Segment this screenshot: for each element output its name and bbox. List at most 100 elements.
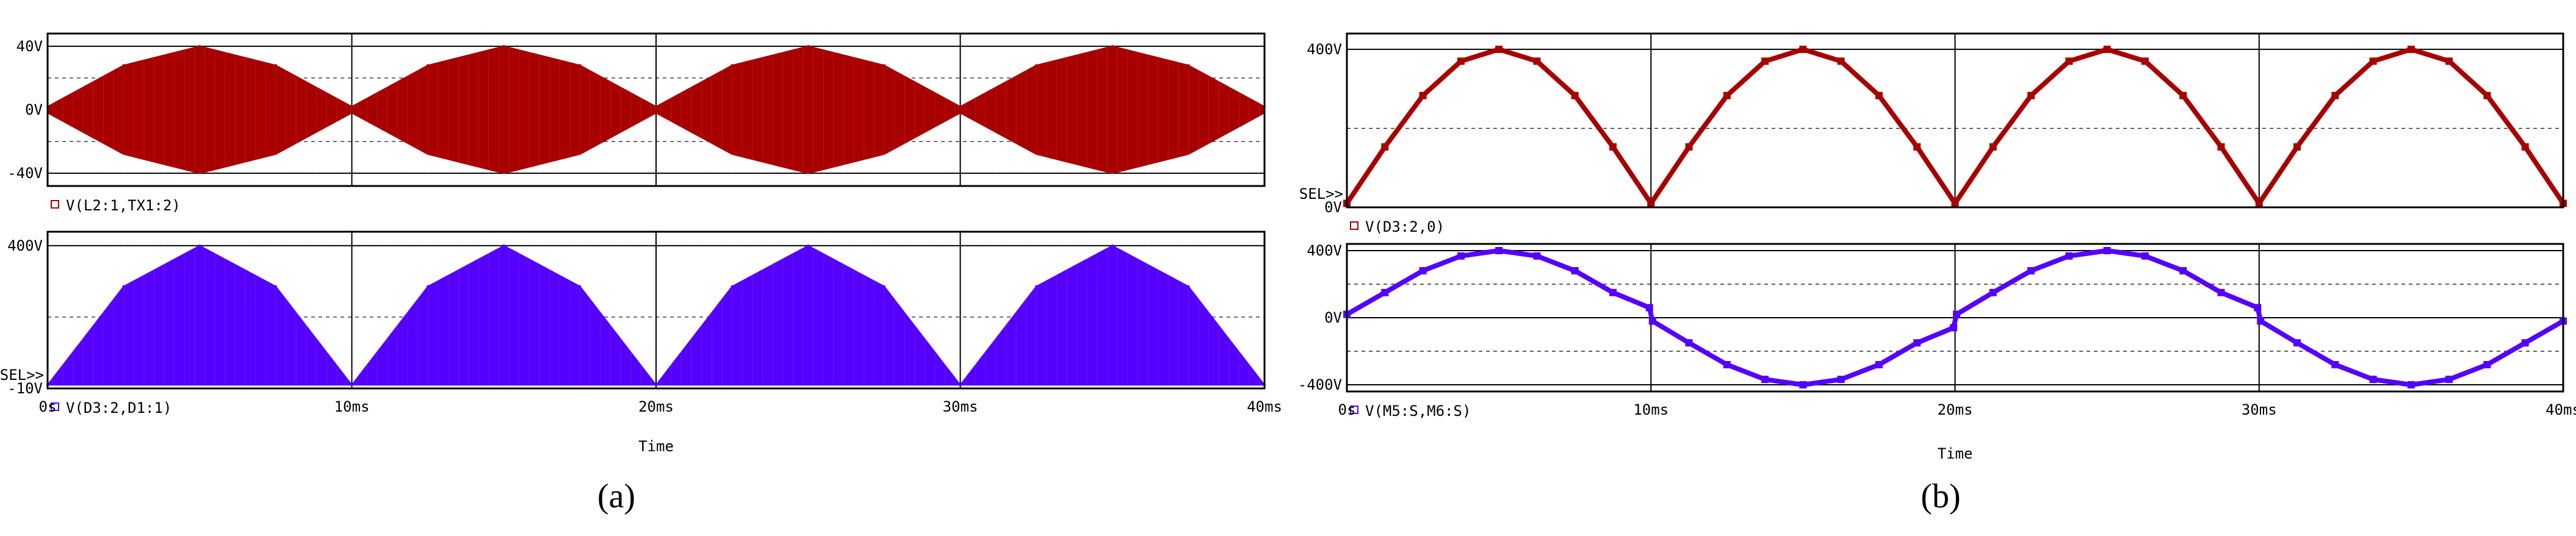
envelope-point bbox=[274, 64, 277, 67]
series-point bbox=[1495, 247, 1503, 254]
series-point bbox=[2483, 91, 2491, 99]
series-point bbox=[2255, 199, 2263, 207]
series-point bbox=[2293, 143, 2301, 151]
envelope-point bbox=[731, 285, 734, 288]
series-point bbox=[1989, 288, 1997, 296]
series-point bbox=[2179, 267, 2187, 274]
envelope-point bbox=[959, 384, 962, 387]
series-point bbox=[1951, 199, 1959, 207]
series-point bbox=[1457, 252, 1465, 260]
series-point bbox=[2445, 376, 2453, 384]
plot-frame bbox=[46, 230, 1266, 390]
legend-label: V(L2:1,TX1:2) bbox=[66, 197, 181, 214]
series-point bbox=[2293, 339, 2301, 347]
series-point bbox=[1723, 361, 1731, 368]
series-point bbox=[2407, 45, 2415, 53]
series-point bbox=[2483, 361, 2491, 368]
y-tick-label: 0V bbox=[1324, 199, 1342, 216]
envelope-point bbox=[655, 105, 657, 108]
series-point bbox=[2103, 45, 2111, 53]
envelope-point bbox=[427, 285, 430, 288]
series-point bbox=[1495, 45, 1503, 53]
series-point bbox=[2179, 91, 2187, 99]
envelope-point bbox=[198, 244, 201, 247]
series-point bbox=[1609, 288, 1617, 296]
x-tick-label: 20ms bbox=[1938, 401, 1973, 418]
subfigure-caption: (a) bbox=[597, 477, 635, 515]
x-tick-label: 40ms bbox=[2545, 401, 2576, 418]
series-point bbox=[2217, 288, 2225, 296]
plot-frame bbox=[46, 32, 1266, 187]
series-point bbox=[2217, 143, 2225, 151]
series-point bbox=[1685, 143, 1693, 151]
legend-swatch bbox=[1350, 221, 1358, 230]
envelope-point bbox=[122, 285, 125, 288]
envelope-point bbox=[198, 45, 201, 48]
series-point bbox=[1457, 57, 1465, 65]
series-point bbox=[2103, 247, 2111, 254]
envelope-point bbox=[882, 64, 886, 67]
envelope-point bbox=[1111, 45, 1114, 48]
series-point bbox=[1761, 376, 1769, 384]
series-point bbox=[1571, 267, 1579, 274]
series-point bbox=[1799, 45, 1807, 53]
x-tick-label: 10ms bbox=[1633, 401, 1669, 418]
plot-frame bbox=[1346, 32, 2564, 209]
y-tick-label: -10V bbox=[7, 380, 43, 397]
series-point bbox=[2369, 376, 2377, 384]
panel-a-1: 40V 0V -40V V(L2:1,TX1:2) bbox=[7, 32, 1266, 214]
series-point bbox=[1875, 91, 1883, 99]
series-line-b-2 bbox=[1346, 248, 2564, 387]
envelope-point bbox=[122, 64, 125, 67]
series-point bbox=[2257, 317, 2265, 325]
series-point bbox=[1913, 339, 1921, 347]
y-tick-label: 400V bbox=[1307, 242, 1342, 259]
legend-label: V(D3:2,0) bbox=[1365, 218, 1445, 235]
series-point bbox=[1761, 57, 1769, 65]
series-point bbox=[1799, 381, 1807, 388]
series-point bbox=[1952, 310, 1960, 318]
y-tick-label: -400V bbox=[1298, 376, 1342, 393]
series-point bbox=[2027, 91, 2035, 99]
series-point bbox=[2445, 57, 2453, 65]
envelope-point bbox=[350, 105, 353, 108]
series-point bbox=[2331, 361, 2339, 368]
envelope-point bbox=[731, 64, 734, 67]
envelope-point bbox=[1187, 285, 1190, 288]
y-tick-label: 400V bbox=[1307, 41, 1342, 58]
series-point bbox=[2521, 339, 2529, 347]
series-point bbox=[1989, 143, 1997, 151]
x-axis-label: Time bbox=[1938, 445, 1973, 462]
x-tick-label: 10ms bbox=[334, 398, 370, 415]
series-point bbox=[1381, 143, 1389, 151]
envelope-point bbox=[1035, 285, 1038, 288]
legend-label: V(D3:2,D1:1) bbox=[66, 399, 171, 416]
x-tick-label: 0s bbox=[39, 398, 57, 415]
series-point bbox=[1837, 376, 1845, 384]
envelope-point bbox=[579, 64, 582, 67]
y-tick-label: -40V bbox=[7, 165, 43, 182]
series-point bbox=[2027, 267, 2035, 274]
sel-marker: SEL>> bbox=[0, 366, 44, 384]
envelope-point bbox=[1111, 244, 1114, 247]
y-tick-label: 0V bbox=[1324, 309, 1342, 326]
series-point bbox=[2141, 57, 2149, 65]
series-point bbox=[1381, 288, 1389, 296]
panel-b-2: 400V 0V -400V V(M5:S,M6:S) bbox=[1298, 242, 2567, 420]
legend-swatch bbox=[1350, 406, 1358, 414]
subfigure-caption: (b) bbox=[1921, 477, 1960, 515]
envelope-point bbox=[502, 45, 505, 48]
y-tick-label: 400V bbox=[7, 237, 43, 254]
series-point bbox=[1419, 267, 1427, 274]
series-point bbox=[1875, 361, 1883, 368]
series-point bbox=[2065, 252, 2073, 260]
series-point bbox=[1533, 57, 1541, 65]
envelope-point bbox=[350, 384, 353, 387]
envelope-point bbox=[274, 285, 277, 288]
series-point bbox=[1837, 57, 1845, 65]
envelope-point bbox=[655, 384, 657, 387]
series-point bbox=[2369, 57, 2377, 65]
envelope-point bbox=[807, 45, 810, 48]
